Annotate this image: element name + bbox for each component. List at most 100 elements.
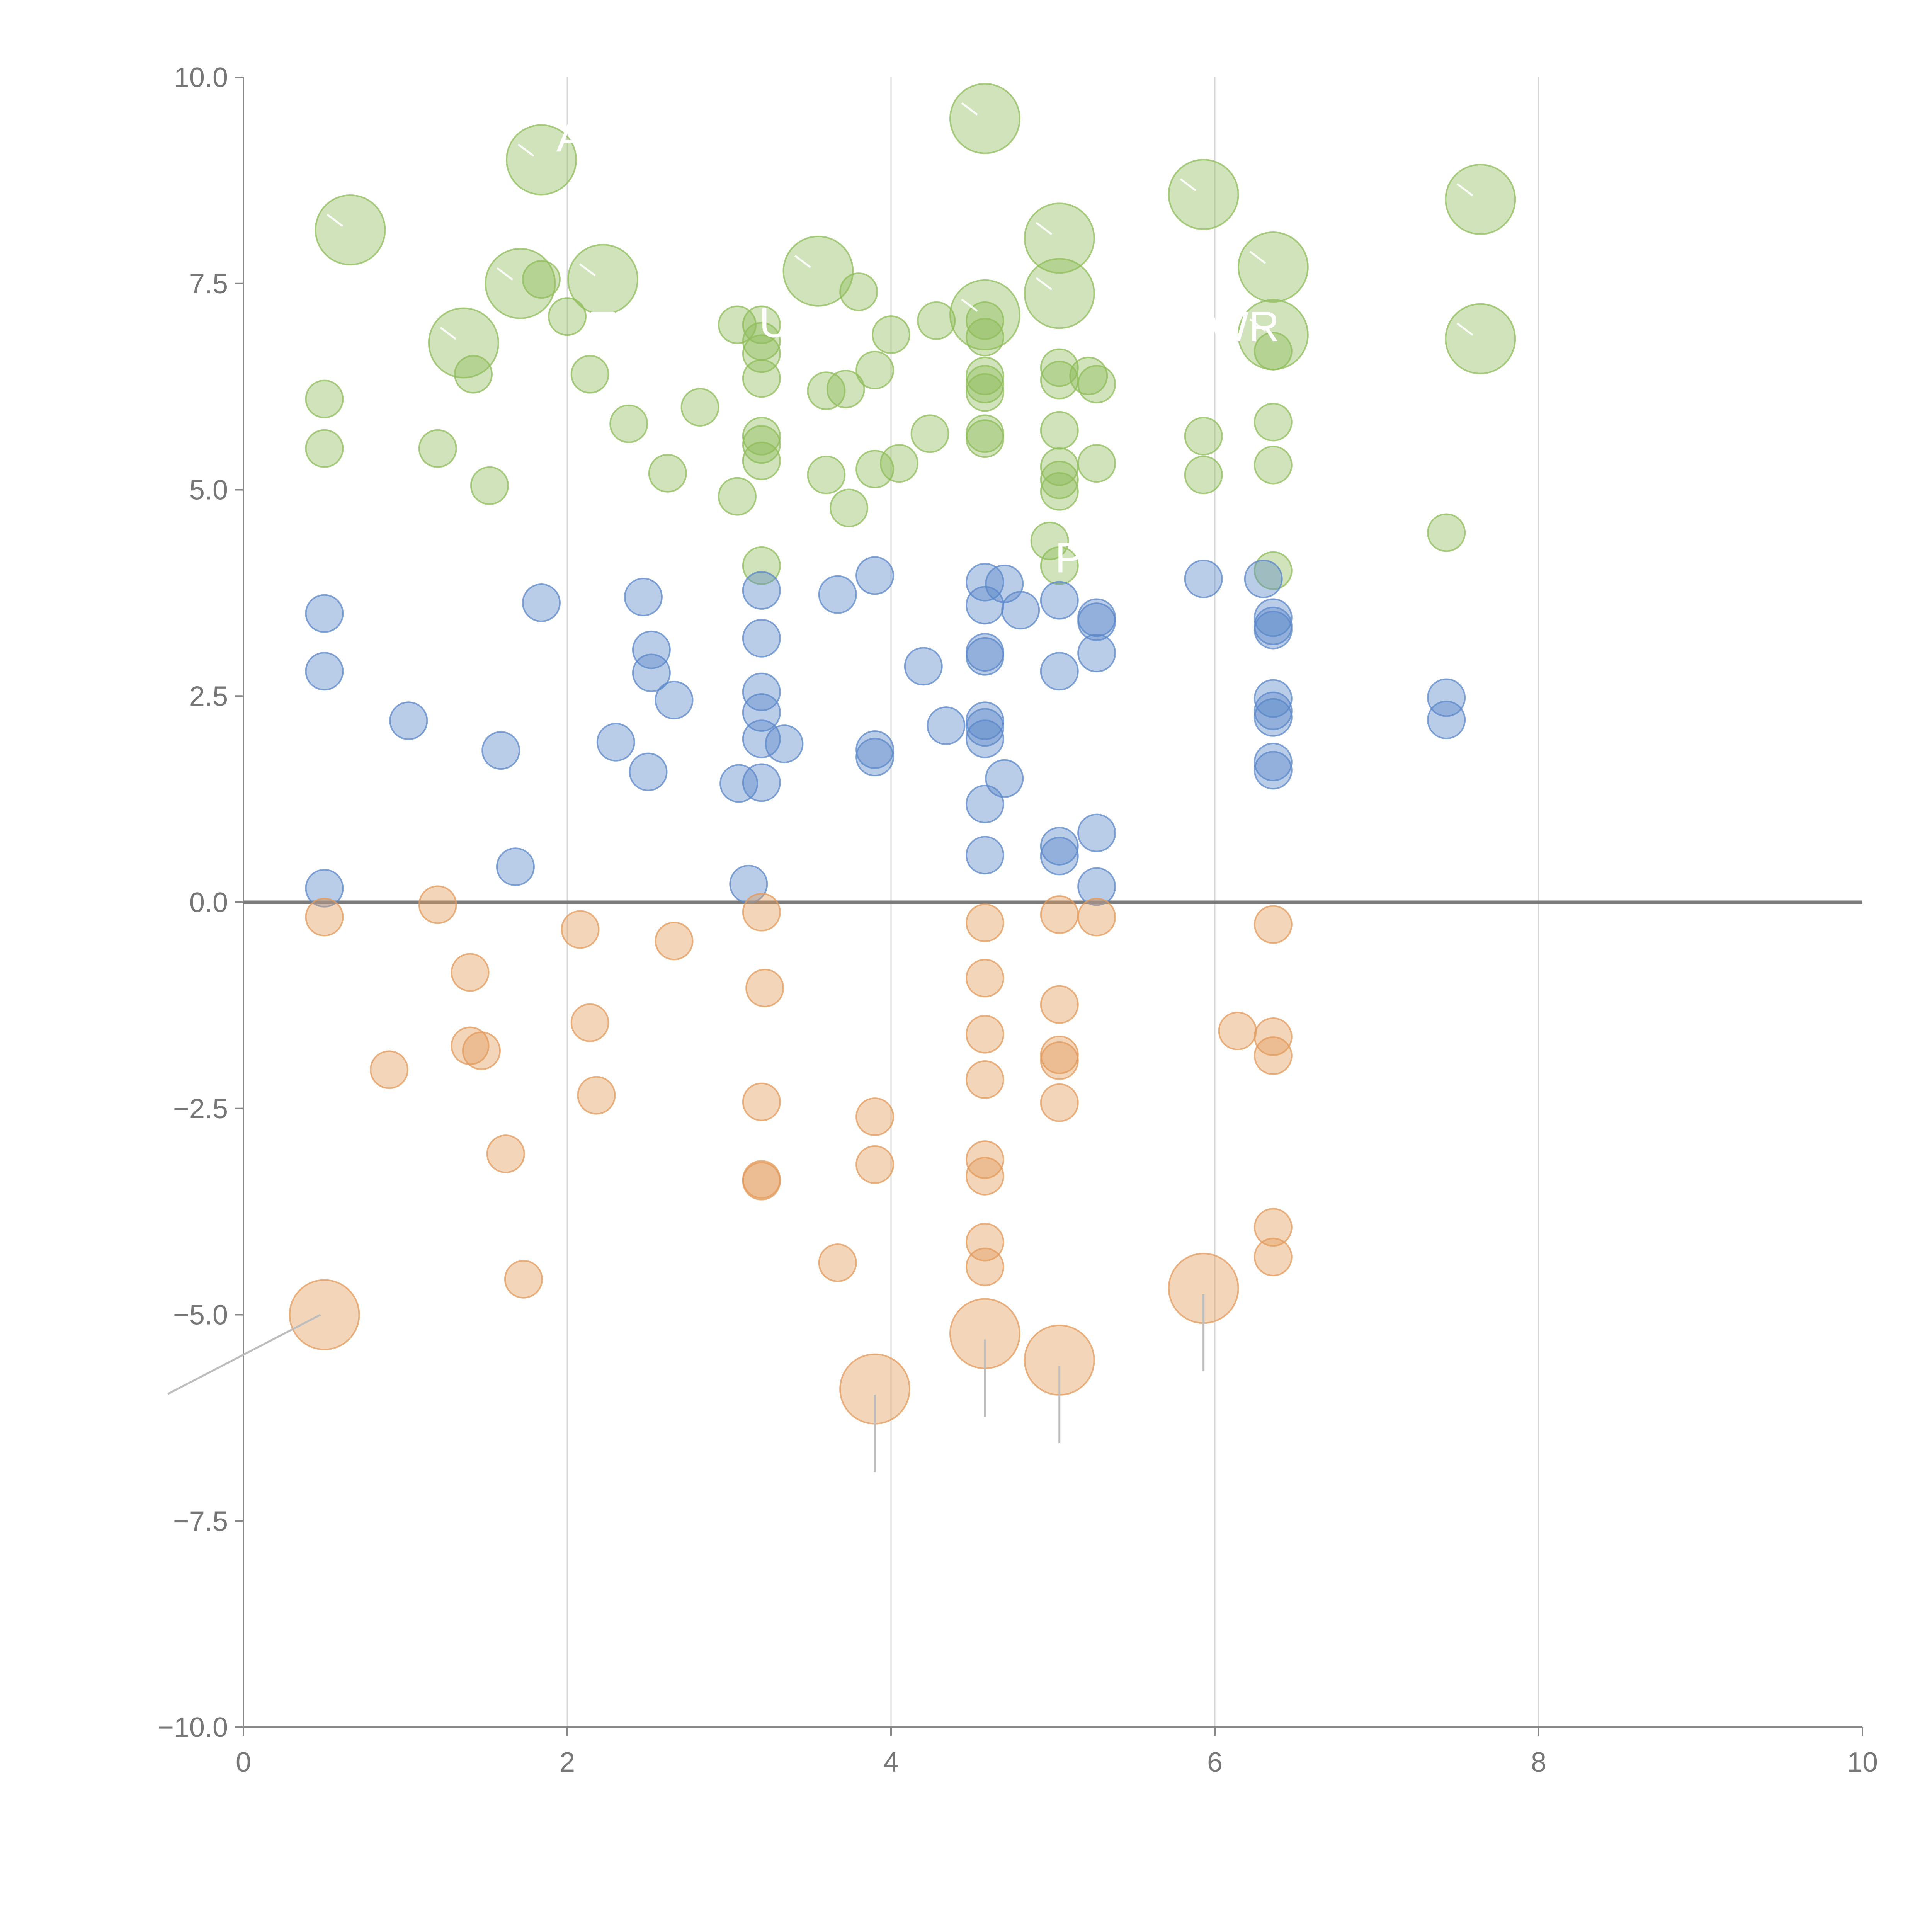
axes: 10.0 7.5 5.0 2.5 0.0 −2.5 −5.0 −7.5 −10.0 0 2 4 6 8 10 — [158, 62, 1878, 1778]
blue-point — [305, 869, 344, 908]
green-point — [1040, 411, 1079, 450]
blue-point — [966, 719, 1005, 759]
green-large-point — [949, 83, 1021, 154]
green-point — [305, 429, 344, 468]
x-tick-label: 6 — [1207, 1747, 1223, 1778]
green-point — [966, 419, 1005, 458]
green-point — [570, 355, 609, 394]
orange-point — [1253, 1208, 1293, 1247]
orange-point — [742, 1162, 781, 1201]
green-large-point — [1237, 231, 1309, 303]
green-point — [966, 373, 1005, 412]
blue-point — [1040, 652, 1079, 691]
green-point — [609, 404, 648, 443]
blue-point — [1040, 581, 1079, 620]
callout-line — [517, 143, 534, 157]
annotation-label: P — [1095, 534, 1124, 582]
green-large-point — [567, 244, 639, 315]
green-point — [1253, 446, 1293, 485]
data-points — [167, 83, 1516, 1472]
callout-line — [440, 327, 457, 340]
x-tick-label: 0 — [236, 1747, 251, 1778]
green-point — [1030, 521, 1069, 560]
green-point — [1184, 417, 1223, 456]
orange-point — [504, 1260, 543, 1299]
green-large-point — [1024, 258, 1095, 329]
orange-point — [1253, 1036, 1293, 1075]
orange-point — [966, 1247, 1005, 1286]
green-point — [1077, 444, 1116, 483]
blue-point — [855, 556, 895, 595]
orange-point — [855, 1145, 895, 1184]
green-point — [680, 388, 719, 427]
blue-point — [1253, 611, 1293, 650]
x-tick-label: 2 — [560, 1747, 575, 1778]
green-point — [1040, 348, 1079, 387]
blue-point — [742, 719, 781, 759]
green-point — [966, 318, 1005, 357]
orange-point — [966, 1015, 1005, 1054]
green-point — [1077, 365, 1116, 404]
green-point — [454, 355, 493, 394]
green-point — [718, 477, 757, 516]
callout-line — [961, 102, 978, 116]
x-tick-label: 4 — [883, 1747, 899, 1778]
green-point — [966, 301, 1005, 340]
y-tick-label: −5.0 — [173, 1300, 228, 1331]
green-point — [1069, 356, 1108, 395]
blue-point — [966, 708, 1005, 747]
green-point — [1427, 513, 1466, 552]
x-tick-label: 10 — [1847, 1747, 1878, 1778]
orange-point — [655, 922, 694, 961]
green-point — [1040, 472, 1079, 511]
blue-point — [742, 763, 781, 802]
callout-line — [579, 263, 596, 277]
green-point — [1040, 546, 1079, 585]
green-point — [826, 370, 865, 409]
orange-point — [451, 953, 490, 992]
blue-point — [1253, 598, 1293, 637]
green-point — [648, 454, 687, 493]
orange-point — [966, 959, 1005, 998]
green-point — [855, 350, 895, 389]
orange-large-point — [289, 1279, 360, 1350]
green-point — [742, 359, 781, 398]
y-tick-label: −10.0 — [158, 1712, 228, 1743]
callout-line — [1180, 178, 1197, 192]
blue-point — [904, 647, 943, 686]
green-large-point — [782, 235, 854, 307]
orange-point — [486, 1134, 525, 1173]
green-point — [1184, 456, 1223, 495]
blue-point — [818, 575, 857, 614]
blue-point — [742, 672, 781, 711]
blue-point — [1077, 634, 1116, 673]
green-point — [742, 305, 781, 344]
blue-point — [927, 706, 966, 745]
y-tick-label: −7.5 — [173, 1506, 228, 1537]
blue-point — [1040, 837, 1079, 876]
orange-point — [855, 1097, 895, 1136]
blue-point — [742, 693, 781, 732]
callout-line — [496, 267, 513, 281]
callout-line — [1036, 277, 1053, 291]
green-point — [1253, 403, 1293, 442]
x-tick-label: 8 — [1531, 1747, 1546, 1778]
callout-line — [961, 298, 978, 312]
callout-line — [167, 1314, 321, 1395]
y-tick-label: −2.5 — [173, 1094, 228, 1124]
green-point — [522, 260, 561, 299]
callout-line — [1249, 318, 1266, 332]
callout-line — [327, 213, 344, 227]
green-point — [418, 429, 457, 468]
blue-point — [1184, 560, 1223, 599]
blue-point — [1077, 813, 1116, 852]
blue-point — [305, 594, 344, 633]
blue-point — [966, 836, 1005, 875]
orange-point — [966, 1140, 1005, 1179]
orange-point — [966, 1156, 1005, 1196]
green-large-point — [949, 279, 1021, 350]
blue-point — [985, 759, 1024, 798]
blue-point — [632, 653, 671, 692]
